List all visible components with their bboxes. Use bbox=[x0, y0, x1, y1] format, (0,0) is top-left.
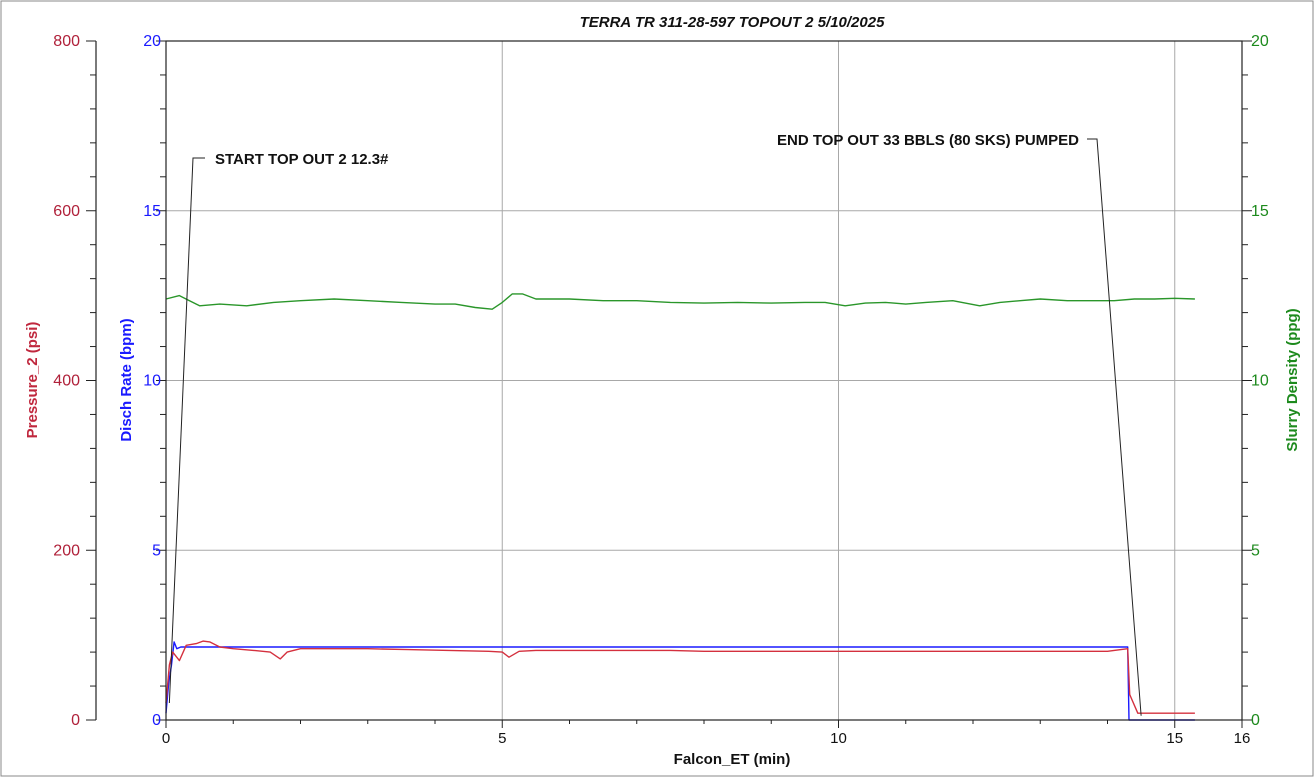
density-tick-label: 0 bbox=[1251, 712, 1260, 729]
rate-tick-label: 5 bbox=[152, 542, 161, 559]
density-tick-label: 10 bbox=[1251, 373, 1269, 390]
rate-tick-label: 20 bbox=[143, 33, 161, 50]
pressure-axis-label: Pressure_2 (psi) bbox=[24, 322, 41, 439]
chart-title: TERRA TR 311-28-597 TOPOUT 2 5/10/2025 bbox=[580, 14, 886, 31]
series-lines bbox=[165, 293, 1195, 721]
x-axis-label: Falcon_ET (min) bbox=[674, 751, 791, 768]
density-tick-label: 20 bbox=[1251, 33, 1269, 50]
pressure-tick-label: 400 bbox=[53, 373, 80, 390]
x-tick-label: 15 bbox=[1166, 730, 1183, 747]
x-tick-label: 5 bbox=[498, 730, 506, 747]
annotations: START TOP OUT 2 12.3# END TOP OUT 33 BBLS… bbox=[168, 132, 1142, 716]
density-tick-label: 5 bbox=[1251, 542, 1260, 559]
rate-tick-label: 0 bbox=[152, 712, 161, 729]
pressure-tick-label: 200 bbox=[53, 542, 80, 559]
start-annotation-leader bbox=[168, 157, 205, 704]
grid bbox=[166, 41, 1242, 720]
density-axis-label: Slurry Density (ppg) bbox=[1284, 308, 1301, 451]
x-tick-label: 10 bbox=[830, 730, 847, 747]
end-annotation-text: END TOP OUT 33 BBLS (80 SKS) PUMPED bbox=[777, 132, 1079, 149]
rate-axis-label: Disch Rate (bpm) bbox=[118, 318, 135, 441]
x-tick-label: 0 bbox=[162, 730, 170, 747]
density-tick-label: 15 bbox=[1251, 203, 1269, 220]
pressure-tick-label: 600 bbox=[53, 203, 80, 220]
rate-tick-label: 10 bbox=[143, 373, 161, 390]
x-tick-label: 16 bbox=[1234, 730, 1251, 747]
pressure-series-line bbox=[165, 640, 1195, 714]
start-annotation-text: START TOP OUT 2 12.3# bbox=[215, 151, 389, 168]
pressure-tick-label: 800 bbox=[53, 33, 80, 50]
end-annotation-leader bbox=[1087, 138, 1142, 716]
rate-series-line bbox=[165, 641, 1195, 721]
density-series-line bbox=[165, 293, 1195, 310]
pressure-tick-label: 0 bbox=[71, 712, 80, 729]
rate-tick-label: 15 bbox=[143, 203, 161, 220]
